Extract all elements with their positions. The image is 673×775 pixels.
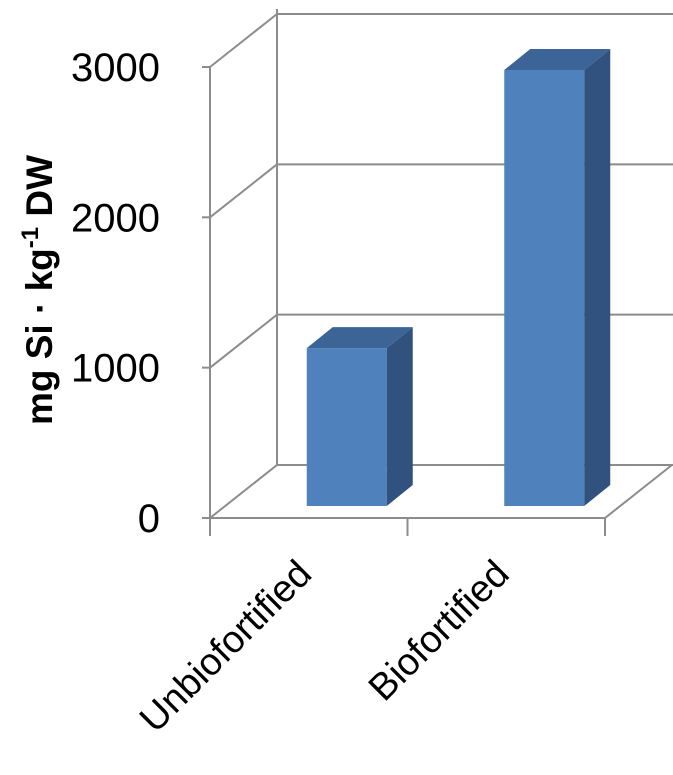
bar-side (584, 49, 611, 506)
gridline-depth (209, 163, 278, 219)
y-tick-label: 0 (138, 497, 160, 541)
bar-biofortified (504, 49, 611, 506)
y-tick-label: 3000 (71, 46, 160, 90)
gridline-depth (209, 464, 278, 519)
x-category-label: Biofortified (361, 553, 518, 710)
y-axis-label: mg Si · kg-1 DW (17, 155, 60, 425)
bar-front (306, 348, 387, 506)
bars (306, 49, 611, 506)
gridline-depth (209, 313, 278, 369)
y-tick-label: 1000 (71, 347, 160, 391)
bar-side (386, 327, 413, 506)
bar-front (504, 70, 585, 506)
x-category-label: Unbiofortified (132, 553, 320, 741)
bar-top (504, 49, 611, 70)
x-axis: Unbiofortified Biofortified (132, 518, 606, 741)
floor-edge (604, 464, 673, 519)
gridline-depth (209, 13, 278, 68)
bar-unbiofortified (306, 327, 413, 506)
y-tick-label: 2000 (71, 196, 160, 240)
bar-top (306, 327, 413, 349)
